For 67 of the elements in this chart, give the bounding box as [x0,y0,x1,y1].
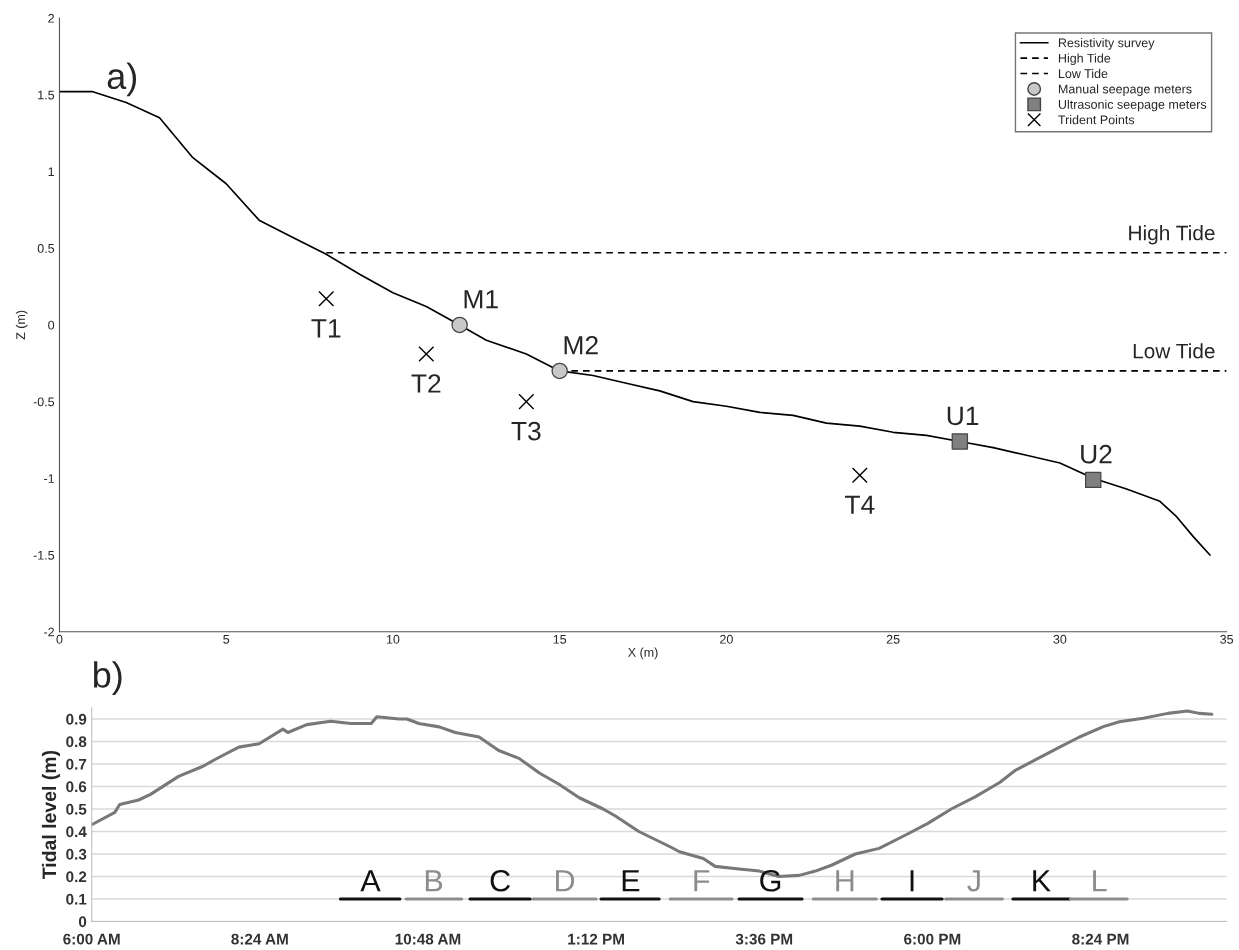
annotation: G [760,869,781,892]
annotation: T4 [844,495,875,514]
y-tick-label: 0.3 [66,848,87,860]
y-tick-label: 1 [48,167,54,176]
annotation: I [910,870,914,892]
annotation: Low Tide [1133,343,1215,359]
annotation: K [1033,870,1051,892]
annotation: C [490,869,510,892]
y-tick-label: -1 [44,474,54,483]
x-tick-label: 8:24 AM [231,933,288,945]
annotation: B [425,870,443,892]
x-tick-label: 30 [1053,634,1067,644]
x-tick-label: 10 [386,634,400,644]
legend-label: Trident Points [1058,115,1135,125]
annotation: D [556,870,575,892]
x-tick-label: 3:36 PM [735,933,793,945]
y-tick-label: 0.8 [66,736,87,748]
y-tick-label: -0.5 [33,397,55,407]
x-tick-label: 0 [56,634,63,644]
annotation: U1 [947,406,979,426]
y-tick-label: 0.2 [66,871,87,883]
legend-label: Manual seepage meters [1058,84,1192,96]
annotation: H [836,870,854,892]
text: b) [94,661,122,695]
x-tick-label: 25 [886,634,900,644]
y-tick-label: 0.7 [66,758,87,770]
y-tick-label: 0.5 [66,803,87,815]
y-tick-label: 0.9 [66,713,87,725]
x-tick-label: 20 [720,634,733,644]
annotation: High Tide [1129,225,1215,245]
annotation: T3 [511,421,541,441]
legend-label: Low Tide [1058,68,1108,79]
x-tick-label: 6:00 AM [63,933,120,945]
y-tick-label: 0.5 [37,243,55,253]
y-tick-label: 0.4 [66,826,87,838]
x-tick-label: 5 [223,634,230,644]
annotation: F [694,870,710,892]
annotation: U2 [1081,444,1112,464]
annotation: L [1093,870,1107,892]
x-tick-label: 15 [553,634,567,644]
annotation: M1 [464,290,498,309]
legend-label: Ultrasonic seepage meters [1058,99,1207,112]
annotation: A [360,870,381,892]
y-tick-label: 0 [48,320,55,330]
x-tick-label: 10:48 AM [395,933,461,945]
x-tick-label: 6:00 PM [904,933,961,945]
y-tick-label: 1.5 [38,90,55,100]
annotation: E [622,870,640,892]
annotation: M2 [564,335,598,355]
x-axis-title: X (m) [628,647,658,660]
legend-label: Resistivity survey [1058,38,1155,50]
y-tick-label: 0.1 [66,893,87,905]
y-tick-label: -2 [44,627,54,637]
y-tick-label: -1.5 [33,550,55,560]
y-axis-title: Tidal level (m) [41,750,61,880]
y-tick-label: 0 [78,916,87,928]
y-tick-label: 2 [48,13,54,23]
y-tick-label: 0.6 [66,781,87,793]
legend-label: High Tide [1058,53,1111,66]
annotation: a) [107,62,137,97]
annotation: T1 [311,319,341,338]
x-tick-label: 1:12 PM [568,933,624,945]
x-tick-label: 35 [1220,634,1234,644]
annotation: T2 [411,374,441,393]
x-tick-label: 8:24 PM [1072,933,1129,945]
y-axis-title: Z (m) [15,310,28,340]
annotation: J [967,870,980,892]
